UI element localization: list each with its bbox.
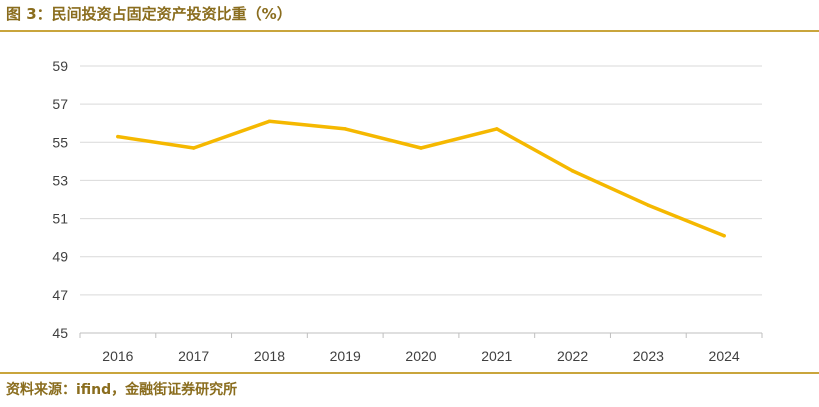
y-tick-label: 53 <box>52 172 68 188</box>
data-point <box>116 134 120 139</box>
series-layer <box>116 119 726 238</box>
data-point <box>646 203 651 207</box>
x-axis-tick-labels: 2016 2017 2018 2019 2020 2021 2022 2023 2024 <box>79 333 763 364</box>
y-tick-label: 57 <box>52 96 68 112</box>
x-tick-label: 2018 <box>254 348 285 364</box>
data-point <box>722 233 726 238</box>
y-tick-label: 47 <box>52 287 68 303</box>
grid-layer <box>80 65 762 296</box>
source-note: 资料来源：ifind，金融街证券研究所 <box>6 382 238 398</box>
y-tick-label: 59 <box>52 58 68 74</box>
y-axis-tick-labels: 45 47 49 51 53 55 57 59 <box>52 58 68 341</box>
x-tick-label: 2019 <box>330 348 361 364</box>
data-point <box>570 169 575 173</box>
x-tick-label: 2020 <box>405 348 436 364</box>
data-point <box>267 119 272 124</box>
y-tick-label: 49 <box>52 249 68 265</box>
y-tick-label: 45 <box>52 325 68 341</box>
title-rule <box>0 30 819 32</box>
source-rule <box>0 372 819 374</box>
x-tick-label: 2023 <box>633 348 664 364</box>
line-chart: 45 47 49 51 53 55 57 59 2016 2017 2018 2019 2020 202… <box>52 58 763 364</box>
x-tick-label: 2022 <box>557 348 588 364</box>
data-point <box>343 127 347 131</box>
x-tick-label: 2024 <box>709 348 740 364</box>
data-point <box>419 146 423 150</box>
figure-title: 图 3：民间投资占固定资产投资比重（%） <box>6 5 292 23</box>
x-tick-label: 2021 <box>481 348 512 364</box>
x-tick-label: 2016 <box>102 348 133 364</box>
y-tick-label: 55 <box>52 134 68 150</box>
x-tick-label: 2017 <box>178 348 209 364</box>
data-point <box>191 146 196 150</box>
data-point <box>495 127 499 131</box>
y-tick-label: 51 <box>52 211 68 227</box>
